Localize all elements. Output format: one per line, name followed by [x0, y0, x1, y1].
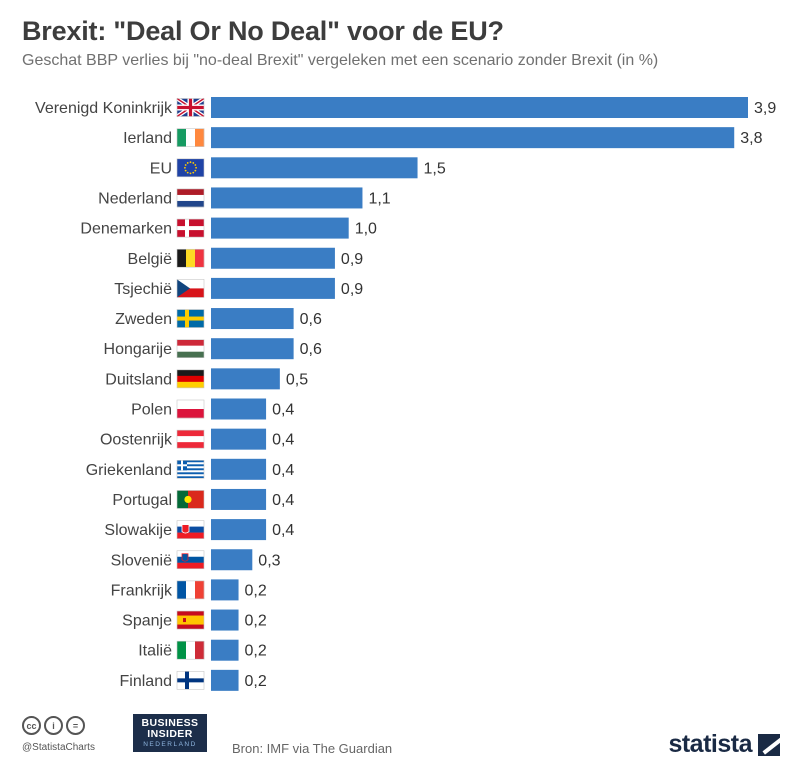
- value-label-oostenrijk: 0,4: [272, 432, 294, 449]
- value-label-italie: 0,2: [245, 643, 267, 660]
- category-label-oostenrijk: Oostenrijk: [100, 432, 173, 449]
- category-label-tsjechie: Tsjechië: [114, 281, 172, 298]
- value-label-verenigd-koninkrijk: 3,9: [754, 100, 776, 117]
- value-label-slowakije: 0,4: [272, 522, 294, 539]
- value-label-portugal: 0,4: [272, 492, 294, 509]
- bar-duitsland: [211, 368, 280, 390]
- category-label-italie: Italië: [138, 643, 172, 660]
- value-label-frankrijk: 0,2: [245, 582, 267, 599]
- value-label-ierland: 3,8: [740, 130, 762, 147]
- bar-zweden: [211, 308, 294, 330]
- bar-frankrijk: [211, 579, 239, 601]
- category-label-hongarije: Hongarije: [104, 341, 173, 358]
- value-label-belgie: 0,9: [341, 251, 363, 268]
- bar-polen: [211, 398, 267, 420]
- value-label-griekenland: 0,4: [272, 462, 294, 479]
- bar-italie: [211, 639, 239, 661]
- value-label-hongarije: 0,6: [300, 341, 322, 358]
- category-label-spanje: Spanje: [122, 613, 172, 630]
- denmark-flag-icon: [176, 218, 205, 238]
- bar-spanje: [211, 609, 239, 631]
- bar-hongarije: [211, 338, 294, 360]
- eu-flag-icon: [176, 158, 205, 178]
- creative-commons-icons: cc i =: [22, 716, 85, 735]
- poland-flag-icon: [176, 399, 205, 419]
- value-label-denemarken: 1,0: [355, 221, 377, 238]
- chart-subtitle: Geschat BBP verlies bij "no-deal Brexit"…: [22, 52, 659, 69]
- statista-mark-icon: [758, 733, 780, 756]
- partner-line-3: NEDERLAND: [143, 740, 197, 748]
- bar-portugal: [211, 488, 267, 510]
- slovenia-flag-icon: [176, 550, 205, 570]
- bar-ierland: [211, 127, 735, 149]
- category-label-finland: Finland: [120, 673, 172, 690]
- value-label-slovenie: 0,3: [258, 552, 280, 569]
- partner-line-2: INSIDER: [147, 727, 193, 740]
- category-label-ierland: Ierland: [123, 130, 172, 147]
- statista-wordmark: statista: [668, 730, 752, 758]
- statista-handle: @StatistaCharts: [22, 742, 95, 753]
- finland-flag-icon: [176, 671, 205, 690]
- czech-flag-icon: [176, 279, 205, 298]
- category-label-denemarken: Denemarken: [80, 221, 172, 238]
- value-label-tsjechie: 0,9: [341, 281, 363, 298]
- bar-nederland: [211, 187, 363, 209]
- bar-verenigd-koninkrijk: [211, 97, 748, 118]
- category-label-frankrijk: Frankrijk: [111, 582, 173, 599]
- value-label-polen: 0,4: [272, 402, 294, 419]
- category-label-portugal: Portugal: [112, 492, 172, 509]
- bar-eu: [211, 157, 418, 179]
- business-insider-logo: BUSINESS INSIDER NEDERLAND: [133, 714, 207, 752]
- statista-logo: statista: [668, 730, 780, 759]
- germany-flag-icon: [176, 369, 205, 389]
- bar-griekenland: [211, 458, 267, 480]
- partner-line-1: BUSINESS: [141, 716, 199, 729]
- bar-slowakije: [211, 519, 267, 541]
- value-label-zweden: 0,6: [300, 311, 322, 328]
- hungary-flag-icon: [176, 339, 205, 359]
- category-label-nederland: Nederland: [98, 190, 172, 207]
- bar-finland: [211, 669, 239, 691]
- spain-flag-icon: [176, 610, 205, 630]
- source-note: Bron: IMF via The Guardian: [232, 741, 393, 756]
- portugal-flag-icon: [176, 490, 205, 509]
- category-label-slovenie: Slovenië: [111, 552, 172, 569]
- bar-oostenrijk: [211, 428, 267, 450]
- sweden-flag-icon: [176, 309, 205, 328]
- value-label-duitsland: 0,5: [286, 371, 308, 388]
- austria-flag-icon: [176, 429, 205, 449]
- chart-title: Brexit: "Deal Or No Deal" voor de EU?: [22, 16, 504, 46]
- value-label-spanje: 0,2: [245, 613, 267, 630]
- value-label-nederland: 1,1: [368, 190, 390, 207]
- category-label-zweden: Zweden: [115, 311, 172, 328]
- category-label-belgie: België: [128, 251, 173, 268]
- value-label-finland: 0,2: [245, 673, 267, 690]
- bar-chart: Verenigd Koninkrijk 3,9 Ierland 3,8 EU 1,5 Ned…: [35, 96, 776, 691]
- italy-flag-icon: [176, 640, 205, 660]
- value-label-eu: 1,5: [424, 160, 446, 177]
- category-label-griekenland: Griekenland: [86, 462, 172, 479]
- bar-tsjechie: [211, 277, 335, 299]
- no-derivatives-icon: =: [66, 716, 85, 735]
- slovakia-flag-icon: [176, 520, 205, 539]
- category-label-eu: EU: [150, 160, 172, 177]
- bar-denemarken: [211, 217, 349, 239]
- bar-slovenie: [211, 549, 253, 571]
- france-flag-icon: [176, 580, 205, 600]
- netherlands-flag-icon: [176, 188, 205, 208]
- attribution-icon: i: [44, 716, 63, 735]
- category-label-polen: Polen: [131, 402, 172, 419]
- uk-flag-icon: [175, 96, 206, 119]
- category-label-duitsland: Duitsland: [105, 371, 172, 388]
- category-label-slowakije: Slowakije: [104, 522, 172, 539]
- cc-icon: cc: [22, 716, 41, 735]
- belgium-flag-icon: [176, 248, 205, 268]
- greece-flag-icon: [176, 459, 205, 479]
- category-label-verenigd-koninkrijk: Verenigd Koninkrijk: [35, 100, 173, 117]
- ireland-flag-icon: [176, 128, 205, 147]
- bar-belgie: [211, 247, 335, 269]
